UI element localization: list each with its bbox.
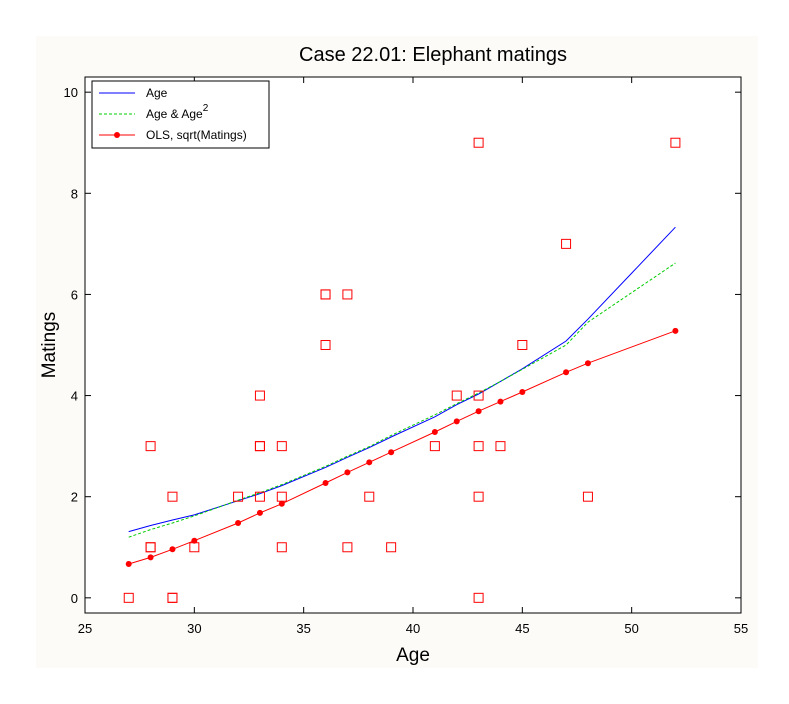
observed-point (473, 491, 484, 502)
series-point (519, 389, 526, 396)
observed-point (276, 542, 287, 553)
observed-point (233, 491, 244, 502)
observed-point (145, 542, 156, 553)
series-point (125, 560, 132, 567)
series-point (256, 509, 263, 516)
observed-point (189, 542, 200, 553)
observed-point (276, 441, 287, 452)
axis-ticks: 25 30 35 40 45 50 55 0 2 4 6 8 10 (64, 77, 748, 636)
x-tick-label: 35 (296, 621, 310, 636)
series-point (366, 459, 373, 466)
series-point (169, 546, 176, 553)
observed-point (364, 491, 375, 502)
observed-point (473, 390, 484, 401)
chart-title: Case 22.01: Elephant matings (299, 44, 567, 66)
observed-point (145, 441, 156, 452)
series-point (584, 360, 591, 367)
observed-point (582, 491, 593, 502)
observed-point (517, 340, 528, 350)
x-tick-label: 50 (624, 621, 638, 636)
series-point (147, 554, 154, 561)
x-tick-label: 45 (515, 621, 529, 636)
observed-point (254, 491, 265, 502)
series-point (388, 449, 395, 456)
series-point (497, 398, 504, 405)
series-point (322, 480, 329, 487)
series-point (563, 369, 570, 376)
observed-point (473, 592, 484, 603)
observed-points (123, 137, 681, 603)
y-axis-label: Matings (39, 312, 60, 379)
observed-point (386, 542, 397, 553)
observed-point (495, 441, 506, 452)
observed-point (473, 441, 484, 452)
observed-point (473, 137, 484, 148)
observed-point (320, 289, 331, 300)
series-point (453, 418, 460, 425)
observed-point (123, 592, 134, 603)
y-tick-label: 6 (71, 287, 78, 302)
plot-area (84, 76, 742, 614)
legend-entry-label: Age & Age2 (146, 103, 209, 121)
legend-entry-label: Age (146, 86, 168, 100)
series-point (672, 327, 679, 334)
series-point (431, 428, 438, 435)
legend-entry-label: OLS, sqrt(Matings) (146, 128, 247, 142)
x-tick-label: 40 (406, 621, 420, 636)
series-point (344, 469, 351, 476)
observed-point (429, 441, 440, 452)
observed-point (167, 592, 178, 603)
x-tick-label: 25 (78, 621, 92, 636)
y-tick-label: 2 (71, 490, 78, 505)
series-layer (125, 226, 679, 567)
y-tick-label: 8 (71, 186, 78, 201)
x-tick-label: 30 (187, 621, 201, 636)
y-tick-label: 10 (64, 85, 78, 100)
y-tick-label: 0 (71, 591, 78, 606)
x-tick-label: 55 (734, 621, 748, 636)
x-axis-label: Age (396, 645, 430, 666)
series-point (235, 519, 242, 526)
y-tick-label: 4 (71, 389, 78, 404)
observed-point (254, 390, 265, 401)
observed-point (167, 491, 178, 502)
observed-point (561, 238, 572, 249)
observed-point (342, 542, 353, 553)
legend-swatch-marker (114, 132, 120, 138)
observed-point (342, 289, 353, 300)
observed-point (276, 491, 287, 502)
series-point (278, 500, 285, 507)
observed-point (254, 441, 265, 452)
observed-point (670, 137, 681, 148)
series-line-2 (128, 262, 676, 538)
observed-point (451, 390, 462, 401)
series-line-1 (128, 226, 676, 533)
legend: Age Age & Age2 OLS, sqrt(Matings) (91, 80, 270, 149)
series-point (191, 537, 198, 544)
observed-point (320, 340, 331, 350)
series-point (475, 408, 482, 415)
legend-superscript: 2 (203, 103, 209, 114)
